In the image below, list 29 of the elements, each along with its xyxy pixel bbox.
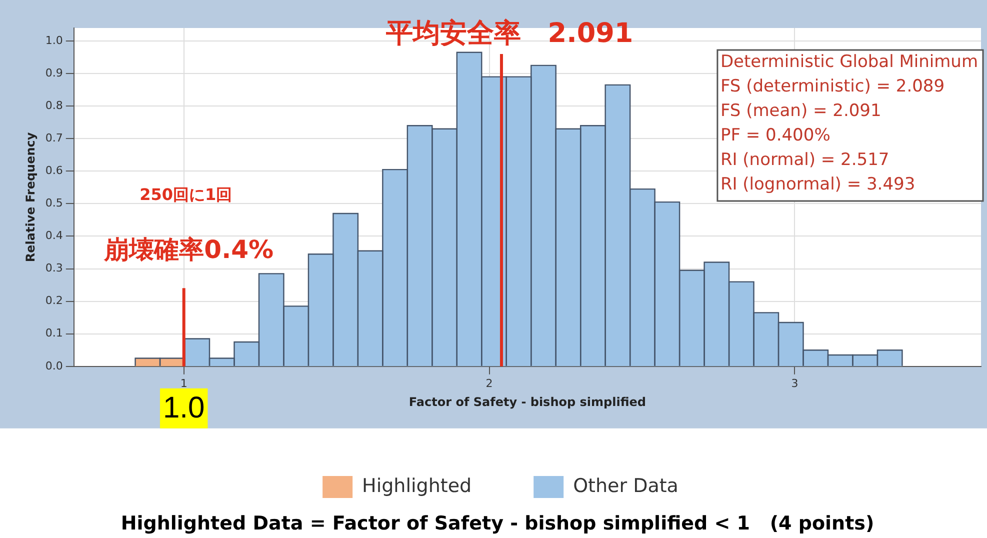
- y-tick-label: 0.8: [45, 98, 63, 112]
- y-tick-label: 0.9: [45, 66, 63, 80]
- y-tick-label: 0.3: [45, 262, 63, 275]
- y-axis-title: Relative Frequency: [23, 132, 38, 262]
- ref-line-label: 崩壊確率0.4%: [103, 235, 274, 264]
- annotation: 1.0: [162, 392, 205, 425]
- x-tick-label: 1: [180, 376, 188, 390]
- annotation: 250回に1回: [140, 185, 232, 204]
- y-tick-label: 0.6: [45, 164, 63, 178]
- y-tick-label: 0.0: [45, 359, 63, 372]
- text: Highlighted Data = Factor of Safety - bishop simplified < 1 (4 points): [120, 512, 874, 534]
- ref-line-label: 平均安全率 2.091: [384, 18, 634, 49]
- annotation: RI (lognormal) = 3.493: [720, 174, 916, 194]
- legend-label: Other Data: [573, 474, 678, 497]
- x-tick-label: 2: [486, 376, 493, 390]
- y-tick-label: 1.0: [45, 34, 63, 47]
- y-tick-label: 0.2: [45, 294, 63, 308]
- legend-label: Highlighted: [362, 474, 472, 497]
- annotation: FS (mean) = 2.091: [720, 100, 882, 121]
- x-tick-label: 3: [791, 376, 798, 390]
- annotation: FS (deterministic) = 2.089: [720, 76, 945, 96]
- x-axis-title: Factor of Safety - bishop simplified: [408, 394, 646, 409]
- annotation: PF = 0.400%: [720, 125, 830, 146]
- y-tick-label: 0.1: [45, 326, 63, 340]
- y-tick-label: 0.5: [45, 196, 63, 210]
- y-tick-label: 0.7: [45, 131, 63, 144]
- y-tick-label: 0.4: [45, 229, 63, 242]
- annotation: Deterministic Global Minimum: [720, 52, 978, 72]
- annotation: RI (normal) = 2.517: [720, 150, 890, 170]
